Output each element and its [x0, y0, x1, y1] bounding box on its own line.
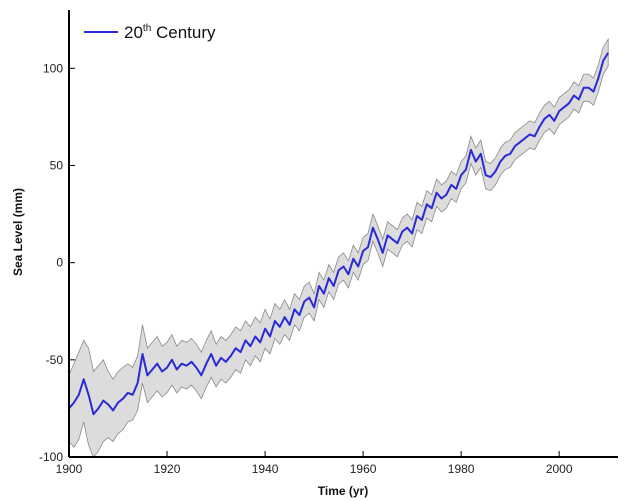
y-tick-label: -100 — [39, 450, 63, 464]
legend-label: 20th Century — [124, 23, 216, 42]
ticks: 1900 1920 1940 1960 1980 2000 -100 -50 0 50 100 — [39, 61, 573, 476]
plot-area — [68, 37, 610, 458]
uncertainty-band — [68, 37, 609, 458]
x-tick-label: 1960 — [350, 462, 377, 476]
x-axis-label: Time (yr) — [318, 484, 368, 498]
legend-label-sup: th — [143, 23, 151, 34]
legend: 20th Century — [84, 23, 216, 42]
y-tick-label: -50 — [46, 353, 64, 367]
sea-level-line — [68, 52, 610, 416]
x-tick-label: 1940 — [252, 462, 279, 476]
y-tick-label: 100 — [43, 61, 63, 75]
y-tick-label: 50 — [50, 158, 64, 172]
y-tick-label: 0 — [56, 256, 63, 270]
axes — [68, 10, 618, 458]
x-tick-label: 1920 — [154, 462, 181, 476]
x-tick-label: 1980 — [448, 462, 475, 476]
x-tick-label: 1900 — [56, 462, 83, 476]
y-axis-label: Sea Level (mm) — [11, 188, 25, 276]
legend-label-main: 20 — [124, 23, 143, 42]
legend-label-rest: Century — [151, 23, 216, 42]
x-tick-label: 2000 — [546, 462, 573, 476]
